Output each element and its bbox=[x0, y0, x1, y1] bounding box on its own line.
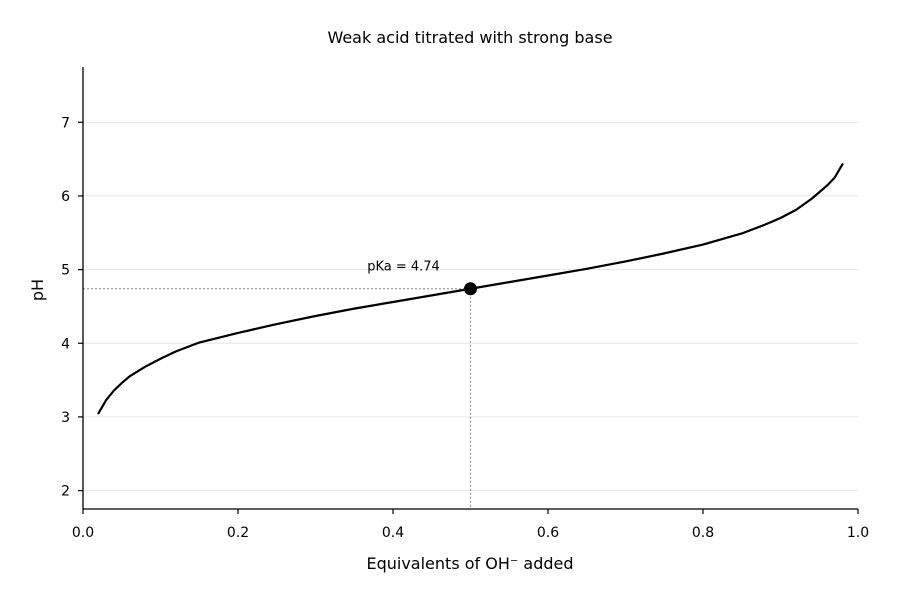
x-tick-label-0: 0.0 bbox=[72, 525, 94, 541]
x-tick-label-5: 1.0 bbox=[847, 525, 869, 541]
pka-marker-point bbox=[464, 282, 477, 296]
reference-lines bbox=[83, 288, 472, 509]
y-tick-label-3: 5 bbox=[61, 263, 70, 279]
x-tick-label-1: 0.2 bbox=[227, 525, 249, 541]
series-layer: pKa = 4.74 bbox=[97, 163, 844, 415]
pka-annotation: pKa = 4.74 bbox=[367, 260, 440, 275]
axes bbox=[82, 67, 858, 510]
x-tick-label-4: 0.8 bbox=[692, 525, 714, 541]
y-axis-title: pH bbox=[28, 279, 47, 301]
y-tick-label-0: 2 bbox=[61, 484, 70, 500]
x-tick-label-3: 0.6 bbox=[537, 525, 559, 541]
gridlines bbox=[83, 121, 858, 492]
ticks: 0.0 0.2 0.4 0.6 0.8 1.0 2 3 4 5 6 7 bbox=[61, 115, 869, 541]
y-tick-label-5: 7 bbox=[61, 115, 70, 131]
y-tick-label-1: 3 bbox=[61, 410, 70, 426]
chart-title: Weak acid titrated with strong base bbox=[327, 28, 612, 47]
x-tick-label-2: 0.4 bbox=[382, 525, 404, 541]
y-tick-label-4: 6 bbox=[61, 189, 70, 205]
x-axis-title: Equivalents of OH⁻ added bbox=[366, 554, 573, 573]
y-tick-label-2: 4 bbox=[61, 336, 70, 352]
